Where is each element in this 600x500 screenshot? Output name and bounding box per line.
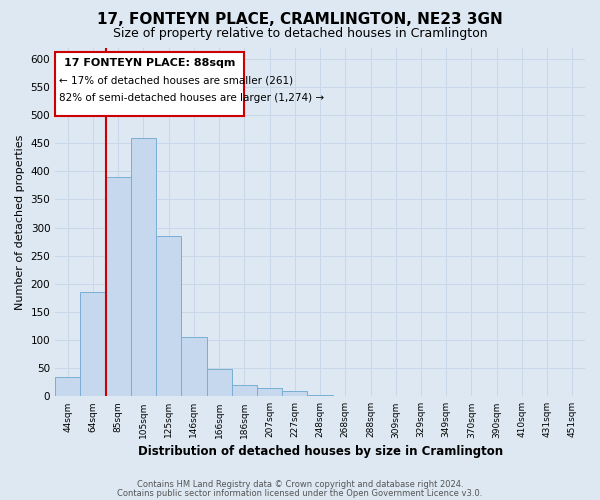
X-axis label: Distribution of detached houses by size in Cramlington: Distribution of detached houses by size … xyxy=(137,444,503,458)
Bar xyxy=(131,138,156,396)
Bar xyxy=(80,292,106,397)
Bar xyxy=(206,370,232,396)
FancyBboxPatch shape xyxy=(55,52,244,116)
Bar xyxy=(282,390,307,396)
Text: Contains public sector information licensed under the Open Government Licence v3: Contains public sector information licen… xyxy=(118,488,482,498)
Text: 17, FONTEYN PLACE, CRAMLINGTON, NE23 3GN: 17, FONTEYN PLACE, CRAMLINGTON, NE23 3GN xyxy=(97,12,503,28)
Y-axis label: Number of detached properties: Number of detached properties xyxy=(15,134,25,310)
Bar xyxy=(106,177,131,396)
Bar xyxy=(307,395,332,396)
Bar xyxy=(156,236,181,396)
Text: Size of property relative to detached houses in Cramlington: Size of property relative to detached ho… xyxy=(113,28,487,40)
Bar xyxy=(232,385,257,396)
Bar xyxy=(181,337,206,396)
Bar xyxy=(55,376,80,396)
Text: ← 17% of detached houses are smaller (261): ← 17% of detached houses are smaller (26… xyxy=(59,76,293,86)
Text: 82% of semi-detached houses are larger (1,274) →: 82% of semi-detached houses are larger (… xyxy=(59,93,324,103)
Text: 17 FONTEYN PLACE: 88sqm: 17 FONTEYN PLACE: 88sqm xyxy=(64,58,235,68)
Text: Contains HM Land Registry data © Crown copyright and database right 2024.: Contains HM Land Registry data © Crown c… xyxy=(137,480,463,489)
Bar xyxy=(257,388,282,396)
